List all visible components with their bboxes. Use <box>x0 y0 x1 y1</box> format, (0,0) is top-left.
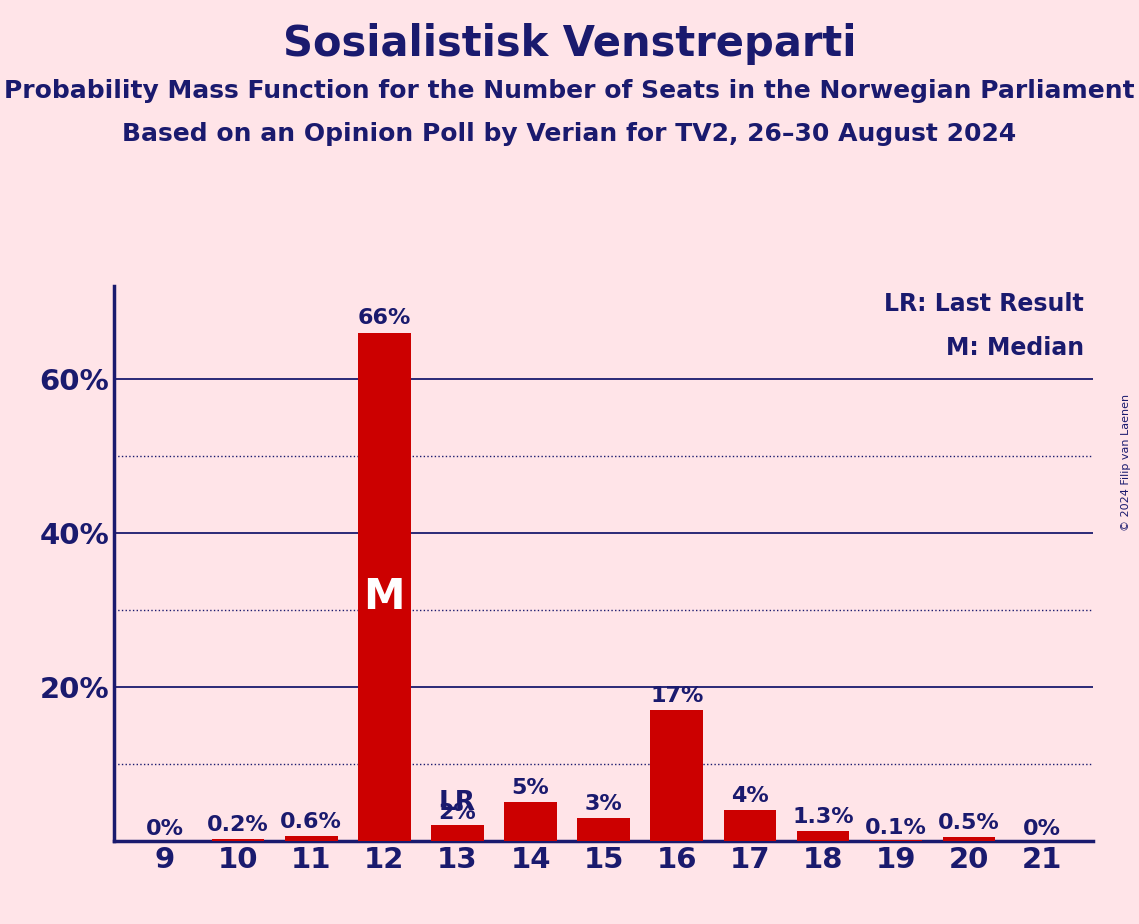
Text: Sosialistisk Venstreparti: Sosialistisk Venstreparti <box>282 23 857 65</box>
Text: 0.1%: 0.1% <box>866 818 927 838</box>
Bar <box>943 837 995 841</box>
Text: 4%: 4% <box>731 786 769 806</box>
Bar <box>577 818 630 841</box>
Bar <box>285 836 337 841</box>
Bar <box>358 333 411 841</box>
Text: LR: Last Result: LR: Last Result <box>884 292 1083 316</box>
Text: 1.3%: 1.3% <box>792 807 854 827</box>
Bar <box>432 825 484 841</box>
Bar <box>505 802 557 841</box>
Text: 0.2%: 0.2% <box>207 816 269 835</box>
Bar <box>650 710 703 841</box>
Text: 2%: 2% <box>439 803 476 823</box>
Text: 17%: 17% <box>650 687 704 706</box>
Bar <box>212 839 264 841</box>
Text: 0%: 0% <box>1023 819 1062 839</box>
Text: Based on an Opinion Poll by Verian for TV2, 26–30 August 2024: Based on an Opinion Poll by Verian for T… <box>122 122 1017 146</box>
Text: 5%: 5% <box>511 779 549 798</box>
Bar <box>723 810 776 841</box>
Text: M: Median: M: Median <box>945 336 1083 360</box>
Text: 0.6%: 0.6% <box>280 812 342 833</box>
Bar <box>796 831 850 841</box>
Text: 66%: 66% <box>358 308 411 328</box>
Text: M: M <box>363 576 405 618</box>
Text: Probability Mass Function for the Number of Seats in the Norwegian Parliament: Probability Mass Function for the Number… <box>5 79 1134 103</box>
Text: 0.5%: 0.5% <box>939 813 1000 833</box>
Text: 3%: 3% <box>584 794 623 814</box>
Text: 0%: 0% <box>146 819 185 839</box>
Text: © 2024 Filip van Laenen: © 2024 Filip van Laenen <box>1121 394 1131 530</box>
Text: LR: LR <box>439 790 476 816</box>
